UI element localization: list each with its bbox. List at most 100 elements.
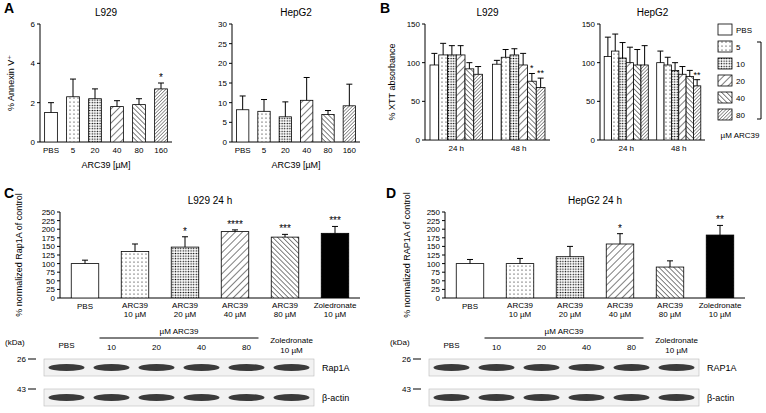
bar xyxy=(706,235,734,298)
y-tick-label: 5 xyxy=(223,118,228,127)
y-tick xyxy=(57,289,60,290)
y-tick-label: 0 xyxy=(31,138,36,147)
x-tick-label: PBS xyxy=(235,146,251,155)
bar xyxy=(501,57,510,140)
y-axis-label: % normalized Rap1A of control xyxy=(14,193,24,317)
chart-title: HepG2 xyxy=(280,7,312,18)
error-bar xyxy=(136,99,142,105)
panel-label: C xyxy=(4,185,14,201)
bar xyxy=(439,55,448,140)
kda-label: (kDa) xyxy=(390,338,410,347)
error-bar xyxy=(520,53,526,65)
legend-pattern xyxy=(718,75,732,86)
bar-pattern xyxy=(506,264,534,298)
bar-pattern xyxy=(45,113,58,143)
x-tick-label: PBS xyxy=(77,302,93,311)
bar-pattern xyxy=(121,252,149,298)
x-tick-label: 48 h xyxy=(511,144,527,153)
legend-label: PBS xyxy=(736,26,752,35)
x-tick-label: 48 h xyxy=(671,144,687,153)
bar-pattern xyxy=(221,232,249,298)
bar-pattern xyxy=(493,64,502,140)
x-axis xyxy=(232,142,360,143)
y-tick-label: 150 xyxy=(42,242,56,251)
error-bar xyxy=(440,43,446,55)
bar-pattern xyxy=(448,55,457,140)
bar xyxy=(221,232,249,298)
lane-label: PBS xyxy=(443,341,459,350)
x-tick-label: 40 xyxy=(113,146,122,155)
y-tick-label: 0 xyxy=(436,294,441,303)
y-tick xyxy=(442,289,445,290)
bar-pattern xyxy=(510,55,519,140)
error-bar xyxy=(158,83,164,89)
y-tick xyxy=(57,280,60,281)
legend-pattern xyxy=(718,92,732,103)
y-tick xyxy=(37,102,40,103)
error-bar xyxy=(620,43,626,58)
error-bar xyxy=(48,103,54,113)
y-tick-label: 150 xyxy=(407,20,421,29)
lane-label: PBS xyxy=(58,341,74,350)
significance: *** xyxy=(279,223,291,234)
bar xyxy=(656,267,684,298)
y-tick xyxy=(57,229,60,230)
bar xyxy=(604,56,611,140)
error-bar xyxy=(466,63,472,69)
bar xyxy=(612,51,619,140)
bar xyxy=(679,74,686,140)
y-tick xyxy=(442,263,445,264)
y-tick-label: 20 xyxy=(218,59,227,68)
y-tick-label: 75 xyxy=(46,268,55,277)
band-label: Rap1A xyxy=(322,363,350,373)
legend-pattern xyxy=(718,109,732,120)
bar xyxy=(465,69,474,140)
blot-band xyxy=(524,394,560,401)
bar xyxy=(430,65,439,140)
y-tick-label: 50 xyxy=(586,97,595,106)
band-label: RAP1A xyxy=(707,363,737,373)
y-axis xyxy=(600,24,601,140)
significance: *** xyxy=(329,215,341,226)
bar-pattern xyxy=(67,97,80,142)
kda-marker: 43 xyxy=(17,385,26,394)
bar xyxy=(693,86,700,140)
y-axis-label: % XTT absorbance xyxy=(387,44,397,121)
y-tick xyxy=(597,101,600,102)
error-bar xyxy=(467,259,473,263)
lane-label: 10 xyxy=(107,343,116,352)
bar-pattern xyxy=(133,105,146,142)
y-tick xyxy=(442,220,445,221)
bar xyxy=(626,63,633,140)
error-bar xyxy=(503,50,509,58)
bar xyxy=(271,237,299,298)
bar xyxy=(133,105,146,142)
bar-pattern xyxy=(686,77,693,140)
y-tick-label: 4 xyxy=(31,59,36,68)
legend-swatch xyxy=(718,24,732,35)
y-tick-label: 100 xyxy=(427,260,441,269)
y-tick xyxy=(37,142,40,143)
band-label: β-actin xyxy=(322,393,349,403)
lane-label: Zoledronate10 µM xyxy=(655,336,698,355)
y-tick-label: 175 xyxy=(427,234,441,243)
bar xyxy=(456,264,484,298)
blot-band xyxy=(434,364,470,371)
y-tick xyxy=(442,229,445,230)
bar xyxy=(556,257,584,298)
bar xyxy=(634,65,641,140)
y-tick xyxy=(442,280,445,281)
y-tick xyxy=(422,62,425,63)
x-tick-label: 40 xyxy=(302,146,311,155)
y-tick xyxy=(422,24,425,25)
error-bar xyxy=(325,111,331,115)
bar xyxy=(493,64,502,140)
x-tick-label: ARC3910 µM xyxy=(507,301,533,319)
lane-label: 80 xyxy=(242,343,251,352)
chart-title: L929 xyxy=(476,7,499,18)
marks xyxy=(71,226,349,298)
bar-pattern xyxy=(456,264,484,298)
marks xyxy=(604,34,701,140)
bar-pattern xyxy=(536,87,545,140)
legend-swatch xyxy=(718,75,732,86)
